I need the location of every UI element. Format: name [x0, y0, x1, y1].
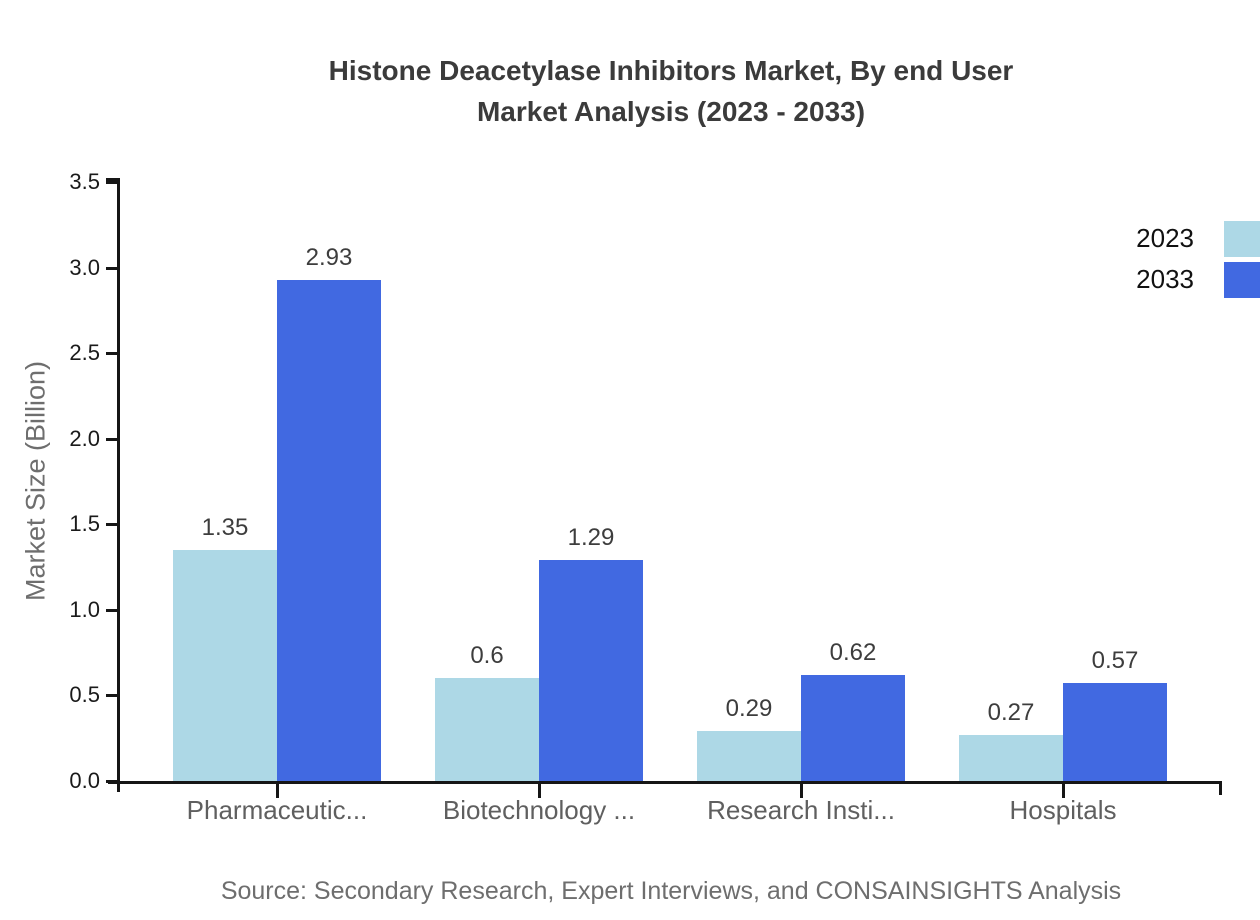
y-tick-label: 1.5 [69, 511, 100, 536]
chart-title: Histone Deacetylase Inhibitors Market, B… [82, 50, 1260, 132]
bar-value-label: 0.29 [725, 695, 773, 722]
source-note: Source: Secondary Research, Expert Inter… [220, 877, 1122, 905]
x-tick [1062, 784, 1065, 798]
bar-2023 [697, 731, 801, 781]
y-tick [106, 352, 117, 355]
legend-swatch [1224, 261, 1260, 298]
bar-2023 [173, 550, 277, 781]
bar-value-label: 1.29 [567, 524, 615, 551]
x-category-label: Research Insti... [707, 795, 895, 825]
bar-2033 [277, 280, 381, 781]
y-axis-top-cap [106, 178, 120, 181]
legend-swatch [1224, 220, 1260, 257]
bar-2023 [435, 678, 539, 781]
x-tick [538, 784, 541, 798]
y-tick-label: 0.0 [69, 768, 100, 793]
chart-title-line2: Market Analysis (2023 - 2033) [476, 96, 866, 127]
x-category-label: Biotechnology ... [442, 795, 636, 825]
chart-title-line1: Histone Deacetylase Inhibitors Market, B… [328, 55, 1014, 86]
bar-value-label: 1.35 [201, 514, 249, 541]
bar-2033 [801, 675, 905, 781]
x-tick [800, 784, 803, 798]
bar-2033 [1063, 683, 1167, 781]
bar-value-label: 0.27 [987, 699, 1035, 726]
y-tick [106, 181, 117, 184]
legend-item-2033: 2033 [1100, 259, 1260, 300]
legend-label: 2023 [1136, 223, 1194, 253]
x-category-label: Hospitals [1009, 795, 1117, 825]
x-tick [276, 784, 279, 798]
y-tick [106, 438, 117, 441]
y-tick [106, 780, 117, 783]
y-tick-label: 2.0 [69, 426, 100, 451]
y-tick-label: 2.5 [69, 340, 100, 365]
x-axis-end-cap [1219, 781, 1222, 795]
bar-2023 [959, 735, 1063, 781]
bar-value-label: 2.93 [305, 244, 353, 271]
y-tick [106, 609, 117, 612]
legend-label: 2033 [1136, 264, 1194, 294]
bar-value-label: 0.62 [829, 639, 877, 666]
legend: 2023 2033 [1100, 218, 1260, 300]
y-tick-label: 3.0 [69, 255, 100, 280]
legend-item-2023: 2023 [1100, 218, 1260, 259]
bar-value-label: 0.57 [1091, 647, 1139, 674]
x-category-label: Pharmaceutic... [186, 795, 368, 825]
y-tick [106, 523, 117, 526]
y-axis-line [117, 178, 120, 792]
y-tick-label: 1.0 [69, 597, 100, 622]
y-tick [106, 694, 117, 697]
y-tick [106, 267, 117, 270]
y-tick-label: 0.5 [69, 682, 100, 707]
x-axis-line [108, 781, 1222, 784]
y-tick-label: 3.5 [69, 169, 100, 194]
bar-2033 [539, 560, 643, 781]
bar-value-label: 0.6 [470, 642, 504, 669]
